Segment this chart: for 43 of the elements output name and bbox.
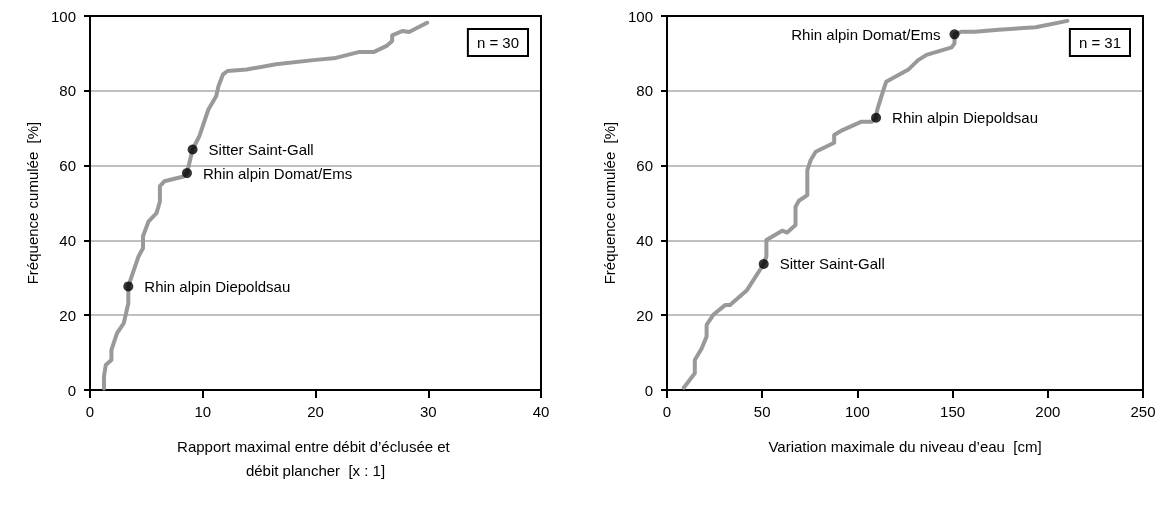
point: [871, 112, 882, 123]
x-tick-label: 150: [940, 403, 966, 420]
line-series: [681, 18, 1070, 390]
y-tick-label: 100: [627, 7, 653, 25]
point: [181, 168, 192, 179]
line-series: [101, 20, 430, 391]
x-axis-title: Rapport maximal entre débit d’éclusée et débit plancher [x : 1]: [177, 437, 454, 479]
annotation: Rhin alpin Domat/Ems: [202, 164, 353, 182]
x-tick-label: 0: [662, 403, 672, 420]
y-tick-label: 80: [636, 82, 653, 100]
y-tick-label: 20: [636, 306, 653, 324]
x-tick-label: 20: [307, 403, 324, 420]
point: [949, 29, 960, 40]
y-tick-label: 60: [59, 157, 76, 175]
annotation: Sitter Saint-Gall: [779, 255, 885, 273]
y-axis-title: Fréquence cumulée [%]: [24, 121, 41, 285]
x-tick-label: 30: [419, 403, 437, 420]
y-tick-label: 80: [59, 82, 76, 100]
annotation: n = 30: [476, 34, 519, 51]
y-tick-label: 100: [50, 7, 76, 25]
x-tick-label: 200: [1035, 403, 1061, 420]
y-tick-label: 0: [67, 381, 76, 399]
annotation: Sitter Saint-Gall: [208, 141, 314, 159]
annotation: Rhin alpin Diepoldsau: [144, 277, 291, 295]
y-tick-label: 40: [59, 231, 76, 249]
y-tick-label: 20: [59, 306, 76, 324]
point: [187, 144, 198, 155]
y-axis-title: Fréquence cumulée [%]: [601, 121, 618, 285]
x-tick-label: 0: [85, 403, 95, 420]
y-tick-label: 0: [644, 381, 653, 399]
x-tick-label: 40: [532, 403, 550, 420]
x-tick-label: 250: [1130, 403, 1156, 420]
x-tick-label: 100: [844, 403, 870, 420]
y-tick-label: 60: [636, 157, 653, 175]
point: [758, 258, 769, 269]
annotation: n = 31: [1078, 34, 1121, 51]
point: [123, 281, 134, 292]
y-tick-label: 40: [636, 231, 653, 249]
annotation: Rhin alpin Diepoldsau: [892, 109, 1038, 127]
x-tick-label: 10: [194, 403, 212, 420]
x-tick-label: 50: [753, 403, 771, 420]
annotation: Rhin alpin Domat/Ems: [791, 25, 941, 43]
x-axis-title: Variation maximale du niveau d’eau [cm]: [768, 437, 1042, 455]
